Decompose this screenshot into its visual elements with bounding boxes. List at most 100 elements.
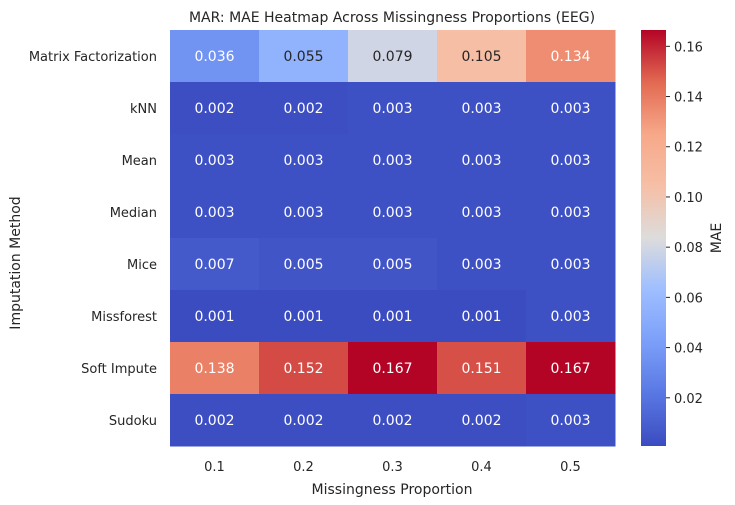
cell-value-label: 0.036 [194,49,234,65]
heatmap-cell [437,342,527,395]
y-tick-label: Matrix Factorization [29,50,157,65]
heatmap-cell [170,30,260,83]
y-tick-label: Soft Impute [81,362,157,377]
heatmap-cell [437,290,527,343]
heatmap-cell [170,394,260,447]
heatmap-cell [437,238,527,291]
cell-value-label: 0.001 [283,309,323,325]
colorbar [641,30,666,446]
colorbar-tick-label: 0.12 [674,141,703,156]
heatmap-cell [526,82,616,135]
heatmap-cell [348,186,438,239]
x-tick-label: 0.1 [204,460,225,475]
cell-value-label: 0.003 [461,205,501,221]
cell-value-label: 0.003 [550,205,590,221]
cell-value-label: 0.001 [461,309,501,325]
cell-value-label: 0.005 [372,257,412,273]
y-tick-label: kNN [130,102,157,117]
heatmap-cell [348,30,438,83]
colorbar-label: MAE [709,223,725,254]
cell-value-label: 0.003 [461,257,501,273]
cell-value-label: 0.003 [283,205,323,221]
cell-value-label: 0.003 [372,101,412,117]
heatmap-cell [348,238,438,291]
heatmap-cell [170,342,260,395]
heatmap-cell [437,394,527,447]
cell-value-label: 0.003 [550,309,590,325]
cell-value-label: 0.002 [283,101,323,117]
colorbar-tick-label: 0.08 [674,241,703,256]
colorbar-tick-label: 0.16 [674,40,703,55]
heatmap-cell [526,186,616,239]
cell-value-label: 0.055 [283,49,323,65]
x-tick-label: 0.3 [382,460,403,475]
cell-value-label: 0.002 [283,413,323,429]
heatmap-cell [348,82,438,135]
heatmap-cell [259,290,349,343]
heatmap-cell [259,238,349,291]
y-axis-label: Imputation Method [8,196,24,329]
cell-value-label: 0.001 [372,309,412,325]
heatmap-cell [348,290,438,343]
y-tick-label: Sudoku [109,414,157,429]
heatmap-cell [170,238,260,291]
cell-value-label: 0.003 [550,413,590,429]
cell-value-label: 0.003 [372,153,412,169]
heatmap-cell [348,134,438,187]
heatmap-cell [437,134,527,187]
cell-value-label: 0.002 [194,101,234,117]
heatmap-cell [170,134,260,187]
cell-value-label: 0.001 [194,309,234,325]
y-tick-label: Mice [127,258,157,273]
cell-value-label: 0.003 [372,205,412,221]
heatmap-cell [526,238,616,291]
heatmap-cell [259,30,349,83]
cell-value-label: 0.003 [461,101,501,117]
heatmap-cell [526,342,616,395]
cell-value-label: 0.003 [550,101,590,117]
x-axis-label: Missingness Proportion [312,482,473,498]
cell-value-label: 0.152 [283,361,323,377]
x-tick-label: 0.2 [293,460,314,475]
cell-value-label: 0.005 [283,257,323,273]
cell-value-label: 0.151 [461,361,501,377]
cell-value-label: 0.138 [194,361,234,377]
x-tick-label: 0.5 [560,460,581,475]
x-tick-label: 0.4 [471,460,492,475]
colorbar-tick-label: 0.10 [674,191,703,206]
heatmap-cell [259,342,349,395]
heatmap-cell [437,186,527,239]
cell-value-label: 0.003 [550,257,590,273]
cell-value-label: 0.079 [372,49,412,65]
y-tick-label: Median [110,206,157,221]
cell-value-label: 0.167 [372,361,412,377]
heatmap-cells: 0.036 0.055 0.079 0.105 0.134 0.002 0.002 0.003… [170,30,616,447]
heatmap-cell [259,134,349,187]
colorbar-tick-label: 0.04 [674,342,703,357]
cell-value-label: 0.002 [372,413,412,429]
chart-title: MAR: MAE Heatmap Across Missingness Prop… [189,10,595,26]
cell-value-label: 0.105 [461,49,501,65]
cell-value-label: 0.003 [550,153,590,169]
heatmap-cell [170,290,260,343]
y-tick-label: Mean [122,154,157,169]
cell-value-label: 0.003 [461,153,501,169]
y-tick-label: Missforest [91,310,157,325]
y-tick-labels: Matrix Factorization kNN Mean Median Mice Mis… [29,50,157,429]
cell-value-label: 0.003 [283,153,323,169]
colorbar-ticks: 0.02 0.04 0.06 0.08 0.10 0.12 0.14 0.16 [666,40,703,407]
heatmap-cell [348,342,438,395]
heatmap-cell [526,134,616,187]
colorbar-tick-label: 0.14 [674,91,703,106]
cell-value-label: 0.167 [550,361,590,377]
heatmap-cell [526,290,616,343]
colorbar-tick-label: 0.02 [674,392,703,407]
heatmap-cell [437,82,527,135]
heatmap-cell [526,394,616,447]
heatmap-cell [170,82,260,135]
cell-value-label: 0.003 [194,205,234,221]
colorbar-tick-label: 0.06 [674,291,703,306]
heatmap-cell [259,82,349,135]
heatmap-cell [348,394,438,447]
